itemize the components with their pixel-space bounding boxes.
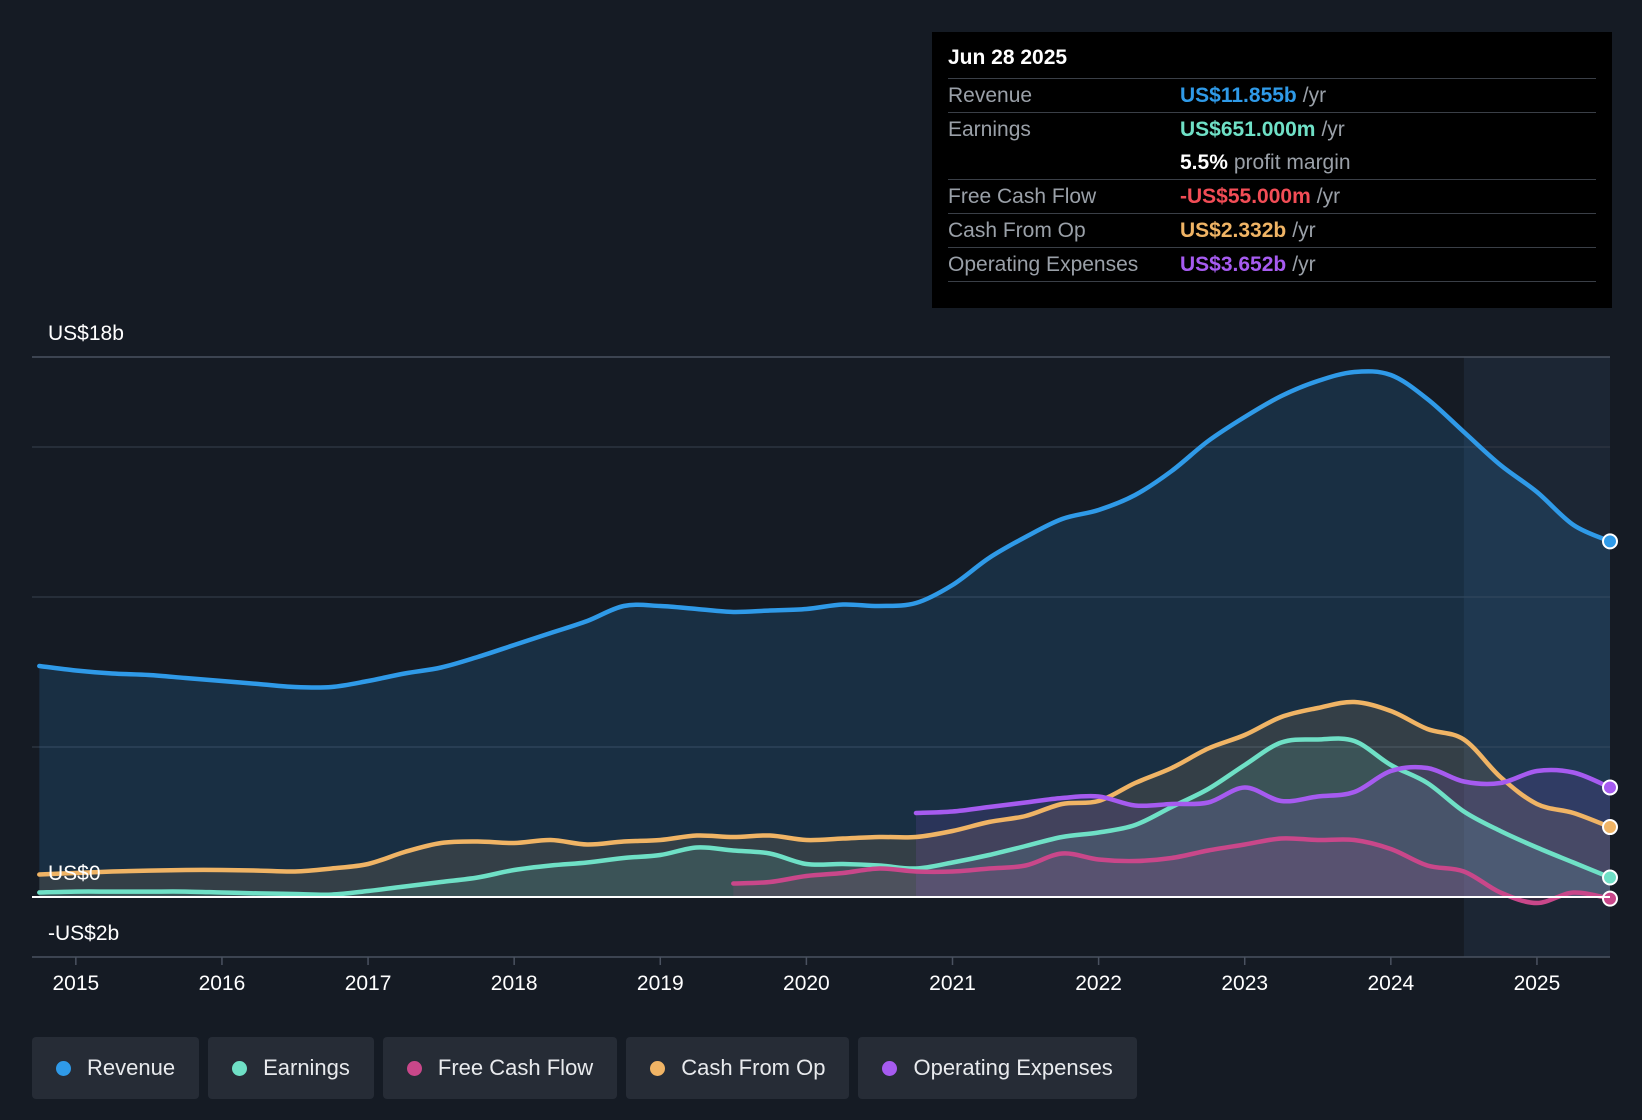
legend-dot-icon (232, 1060, 248, 1076)
x-tick-label: 2021 (929, 972, 976, 995)
tooltip-label: Revenue (948, 83, 1033, 107)
tooltip-unit: /yr (1292, 218, 1316, 242)
legend: Revenue Earnings Free Cash Flow Cash From O… (32, 1037, 1137, 1099)
tooltip-row-revenue: Revenue US$11.855b/yr (948, 78, 1596, 112)
legend-item-operating-expenses[interactable]: Operating Expenses (858, 1037, 1137, 1099)
legend-label: Operating Expenses (913, 1055, 1113, 1080)
legend-dot-icon (406, 1060, 422, 1076)
legend-label: Cash From Op (681, 1055, 826, 1080)
end-markers (32, 533, 1618, 907)
x-tick-label: 2025 (1514, 972, 1561, 995)
earnings-line (37, 736, 1613, 897)
tooltip-row-operating-expenses: Operating Expenses US$3.652b/yr (948, 247, 1596, 282)
series-lines (37, 369, 1613, 906)
tooltip-row-cash-from-op: Cash From Op US$2.332b/yr (948, 213, 1596, 247)
y-axis-label-top: US$18b (48, 322, 124, 345)
earnings-end-marker[interactable] (1602, 869, 1618, 886)
legend-item-revenue[interactable]: Revenue (32, 1037, 200, 1099)
tooltip-value: US$3.652b (1180, 252, 1287, 276)
x-tick-label: 2019 (637, 972, 684, 995)
x-tick-label: 2023 (1221, 972, 1268, 995)
x-tick-label: 2016 (199, 972, 246, 995)
y-axis-label-bottom: -US$2b (48, 922, 119, 945)
tooltip-value: 5.5% (1180, 150, 1228, 174)
tooltip-unit: /yr (1292, 252, 1316, 276)
tooltip-label: Earnings (948, 117, 1031, 141)
free-cash-flow-area (733, 838, 1610, 903)
x-tick-label: 2024 (1367, 972, 1414, 995)
legend-label: Revenue (87, 1055, 176, 1080)
cash-from-op-line (37, 699, 1613, 877)
legend-dot-icon (650, 1060, 666, 1076)
cash-from-op-end-marker[interactable] (1602, 819, 1618, 836)
legend-dot-icon (56, 1060, 71, 1076)
x-tick-label: 2015 (52, 972, 99, 995)
y-axis-label-zero: US$0 (48, 862, 101, 885)
operating-expenses-end-marker[interactable] (1602, 779, 1618, 796)
tooltip-label: Cash From Op (948, 218, 1086, 242)
tooltip-unit: /yr (1302, 83, 1327, 107)
x-tick-label: 2020 (783, 972, 830, 995)
tooltip-value: US$11.855b (1180, 83, 1297, 107)
tooltip-rows: Revenue US$11.855b/yr Earnings US$651.000m /… (948, 78, 1596, 282)
tooltip-unit: /yr (1316, 184, 1341, 208)
tooltip-value: US$2.332b (1180, 218, 1287, 242)
legend-item-free-cash-flow[interactable]: Free Cash Flow (382, 1037, 618, 1099)
tooltip-row-free-cash-flow: Free Cash Flow -US$55.000m/yr (948, 179, 1596, 213)
x-tick-label: 2022 (1075, 972, 1122, 995)
tooltip-label: Operating Expenses (948, 252, 1139, 276)
legend-label: Free Cash Flow (437, 1055, 594, 1080)
series-fills (39, 371, 1611, 903)
revenue-end-marker[interactable] (1602, 533, 1618, 550)
x-tick-label: 2017 (345, 972, 392, 995)
tooltip-date: Jun 28 2025 (948, 46, 1068, 69)
tooltip-value: -US$55.000m (1180, 184, 1311, 208)
operating-expenses-area (915, 767, 1610, 897)
tooltip-unit: profit margin (1233, 150, 1351, 174)
revenue-line (37, 369, 1613, 690)
legend-item-earnings[interactable]: Earnings (208, 1037, 374, 1099)
legend-label: Earnings (263, 1055, 350, 1080)
revenue-area (39, 371, 1611, 897)
x-axis-ticks: 2015 2016 2017 2018 2019 2020 2021 2022 2023 2024… (52, 972, 1560, 995)
tooltip-value: US$651.000m (1180, 117, 1316, 141)
earnings-area (39, 738, 1611, 897)
tooltip-row-profit-margin: 5.5% profit margin (948, 146, 1596, 179)
legend-item-cash-from-op[interactable]: Cash From Op (626, 1037, 850, 1099)
legend-dot-icon (882, 1060, 898, 1076)
tooltip-label: Free Cash Flow (948, 184, 1097, 208)
tooltip-row-earnings: Earnings US$651.000m/yr (948, 112, 1596, 146)
tooltip-unit: /yr (1321, 117, 1345, 141)
free-cash-flow-end-marker[interactable] (1602, 890, 1618, 907)
tooltip-panel: Jun 28 2025 Revenue US$11.855b/yr Earnings… (932, 32, 1612, 308)
free-cash-flow-line (731, 836, 1613, 906)
operating-expenses-line (913, 764, 1613, 816)
x-tick-label: 2018 (491, 972, 538, 995)
